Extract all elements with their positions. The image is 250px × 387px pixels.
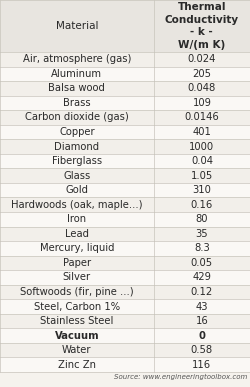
Bar [0, 81, 250, 96]
Text: 0.12: 0.12 [191, 287, 213, 297]
Text: Carbon dioxide (gas): Carbon dioxide (gas) [25, 113, 129, 122]
Text: Air, atmosphere (gas): Air, atmosphere (gas) [23, 54, 131, 64]
Text: 205: 205 [192, 69, 212, 79]
Text: Hardwoods (oak, maple...): Hardwoods (oak, maple...) [11, 200, 142, 210]
Text: 109: 109 [192, 98, 212, 108]
Text: 43: 43 [196, 301, 208, 312]
Bar [0, 270, 250, 285]
Text: 1.05: 1.05 [191, 171, 213, 181]
Text: Iron: Iron [67, 214, 86, 224]
Text: 0.16: 0.16 [191, 200, 213, 210]
Bar [0, 139, 250, 154]
Text: Vacuum: Vacuum [54, 330, 99, 341]
Bar [0, 343, 250, 358]
Bar [0, 299, 250, 314]
Text: Fiberglass: Fiberglass [52, 156, 102, 166]
Bar [0, 183, 250, 197]
Text: 1000: 1000 [189, 142, 214, 152]
Text: Silver: Silver [63, 272, 91, 283]
Text: 0.0146: 0.0146 [184, 113, 219, 122]
Text: Copper: Copper [59, 127, 95, 137]
Text: Brass: Brass [63, 98, 91, 108]
Bar [0, 314, 250, 328]
Text: Steel, Carbon 1%: Steel, Carbon 1% [34, 301, 120, 312]
Text: 116: 116 [192, 360, 212, 370]
Text: Zinc Zn: Zinc Zn [58, 360, 96, 370]
Bar [0, 328, 250, 343]
Text: 0.04: 0.04 [191, 156, 213, 166]
Bar [0, 110, 250, 125]
Text: 0.58: 0.58 [191, 345, 213, 355]
Bar [0, 358, 250, 372]
Text: Paper: Paper [63, 258, 91, 268]
Text: 0: 0 [198, 330, 205, 341]
Text: Thermal
Conductivity
- k -
W/(m K): Thermal Conductivity - k - W/(m K) [165, 2, 239, 50]
Bar [0, 212, 250, 226]
Text: Source: www.engineeringtoolbox.com: Source: www.engineeringtoolbox.com [114, 374, 247, 380]
Text: Material: Material [56, 21, 98, 31]
Text: 35: 35 [196, 229, 208, 239]
Text: 0.048: 0.048 [188, 83, 216, 93]
Bar [0, 226, 250, 241]
Text: 429: 429 [192, 272, 212, 283]
Bar [0, 0, 250, 52]
Bar [0, 125, 250, 139]
Bar [0, 197, 250, 212]
Text: 310: 310 [192, 185, 211, 195]
Text: Gold: Gold [66, 185, 88, 195]
Text: 401: 401 [192, 127, 211, 137]
Text: Balsa wood: Balsa wood [48, 83, 105, 93]
Bar [0, 168, 250, 183]
Text: 8.3: 8.3 [194, 243, 210, 253]
Text: Glass: Glass [63, 171, 90, 181]
Text: Softwoods (fir, pine ...): Softwoods (fir, pine ...) [20, 287, 134, 297]
Bar [0, 241, 250, 256]
Bar [0, 256, 250, 270]
Text: 80: 80 [196, 214, 208, 224]
Text: 0.05: 0.05 [191, 258, 213, 268]
Text: Aluminum: Aluminum [52, 69, 102, 79]
Text: Mercury, liquid: Mercury, liquid [40, 243, 114, 253]
Text: 0.024: 0.024 [188, 54, 216, 64]
Bar [0, 285, 250, 299]
Bar [0, 96, 250, 110]
Text: 16: 16 [196, 316, 208, 326]
Text: Diamond: Diamond [54, 142, 100, 152]
Text: Lead: Lead [65, 229, 89, 239]
Bar [0, 154, 250, 168]
Text: Stainless Steel: Stainless Steel [40, 316, 114, 326]
Bar [0, 67, 250, 81]
Text: Water: Water [62, 345, 92, 355]
Bar [0, 52, 250, 67]
